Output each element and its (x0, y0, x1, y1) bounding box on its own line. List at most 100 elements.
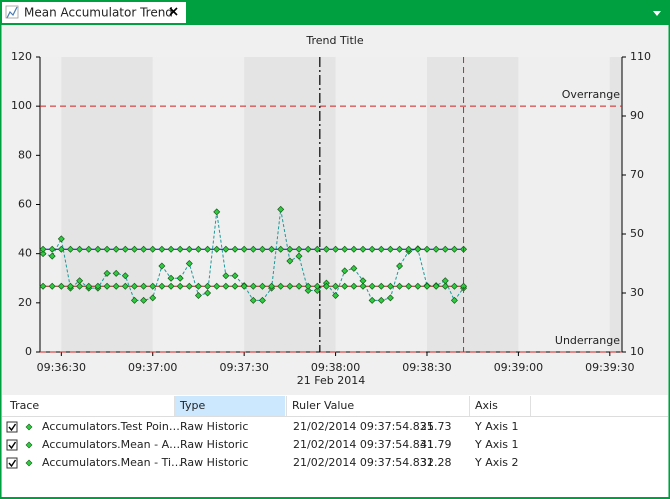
data-point (386, 294, 394, 302)
tab-close[interactable] (169, 7, 178, 16)
data-point (341, 245, 349, 253)
table-cell: 21/02/2014 09:37:54.831 (293, 456, 434, 469)
data-point (359, 245, 367, 253)
data-point (213, 208, 221, 216)
data-point (396, 245, 404, 253)
data-point (130, 296, 138, 304)
time-band (426, 57, 519, 352)
data-point (249, 296, 257, 304)
data-point (286, 282, 294, 290)
data-point (76, 282, 84, 290)
tab-icon (6, 6, 18, 19)
data-point (240, 245, 248, 253)
data-point (304, 282, 312, 290)
data-point (322, 282, 330, 290)
table-cell: 41.79 (420, 438, 452, 451)
table-cell: 21/02/2014 09:37:54.831 (293, 420, 434, 433)
data-point (121, 245, 129, 253)
data-point (121, 282, 129, 290)
data-point (368, 296, 376, 304)
data-point (140, 245, 148, 253)
data-point (295, 252, 303, 260)
data-point (258, 245, 266, 253)
data-point (76, 245, 84, 253)
data-point (423, 282, 431, 290)
data-point (268, 282, 276, 290)
data-point (140, 282, 148, 290)
data-point (341, 282, 349, 290)
data-point (103, 269, 111, 277)
data-point (39, 245, 47, 253)
y-tick-label: 40 (18, 247, 32, 260)
data-point (66, 282, 74, 290)
data-point (57, 235, 65, 243)
data-point (258, 282, 266, 290)
data-point (158, 282, 166, 290)
data-point (405, 282, 413, 290)
data-point (441, 245, 449, 253)
data-point (222, 282, 230, 290)
data-point (167, 245, 175, 253)
data-point (85, 245, 93, 253)
column-header: Trace (9, 399, 39, 412)
x-tick-label: 09:39:00 (494, 361, 543, 374)
check (8, 459, 17, 468)
table-cell: Y Axis 1 (474, 438, 519, 451)
data-point (396, 282, 404, 290)
data-point (194, 291, 202, 299)
data-point (368, 245, 376, 253)
data-point (405, 245, 413, 253)
data-point (313, 282, 321, 290)
data-point (112, 282, 120, 290)
data-point (85, 282, 93, 290)
row-checkbox[interactable] (6, 421, 18, 433)
table-cell: Raw Historic (180, 456, 248, 469)
data-point (231, 272, 239, 280)
data-point (204, 245, 212, 253)
data-point (386, 245, 394, 253)
column-header: Axis (475, 399, 498, 412)
data-point (396, 262, 404, 270)
y-tick-label: 20 (18, 296, 32, 309)
tab-icon-frame (5, 5, 19, 19)
data-point (66, 245, 74, 253)
data-point (112, 245, 120, 253)
data-point (103, 282, 111, 290)
x-axis-date: 21 Feb 2014 (297, 374, 365, 387)
data-point (39, 282, 47, 290)
data-point (368, 282, 376, 290)
data-point (39, 250, 47, 258)
table-bg (2, 395, 668, 497)
table-cell: Raw Historic (180, 438, 248, 451)
data-point (185, 245, 193, 253)
tab-menu[interactable] (653, 11, 661, 16)
x-tick-label: 09:38:00 (311, 361, 360, 374)
data-point (414, 282, 422, 290)
data-point (158, 245, 166, 253)
data-point (423, 245, 431, 253)
data-point (268, 245, 276, 253)
data-point (450, 296, 458, 304)
limit-label: Underrange (555, 334, 620, 347)
data-point (332, 245, 340, 253)
data-point (313, 287, 321, 295)
row-checkbox[interactable] (6, 439, 18, 451)
data-point (322, 245, 330, 253)
row-marker (25, 459, 33, 467)
x-tick-label: 09:37:30 (219, 361, 268, 374)
data-point (194, 282, 202, 290)
data-point (167, 274, 175, 282)
data-point (222, 245, 230, 253)
row-checkbox[interactable] (6, 457, 18, 469)
data-point (277, 245, 285, 253)
data-point (213, 245, 221, 253)
x-tick-label: 09:36:30 (37, 361, 86, 374)
data-point (112, 269, 120, 277)
tab[interactable] (2, 2, 186, 25)
check (8, 441, 17, 450)
y2-tick-label: 90 (630, 109, 644, 122)
data-point (140, 296, 148, 304)
data-point (350, 282, 358, 290)
data-point (350, 264, 358, 272)
